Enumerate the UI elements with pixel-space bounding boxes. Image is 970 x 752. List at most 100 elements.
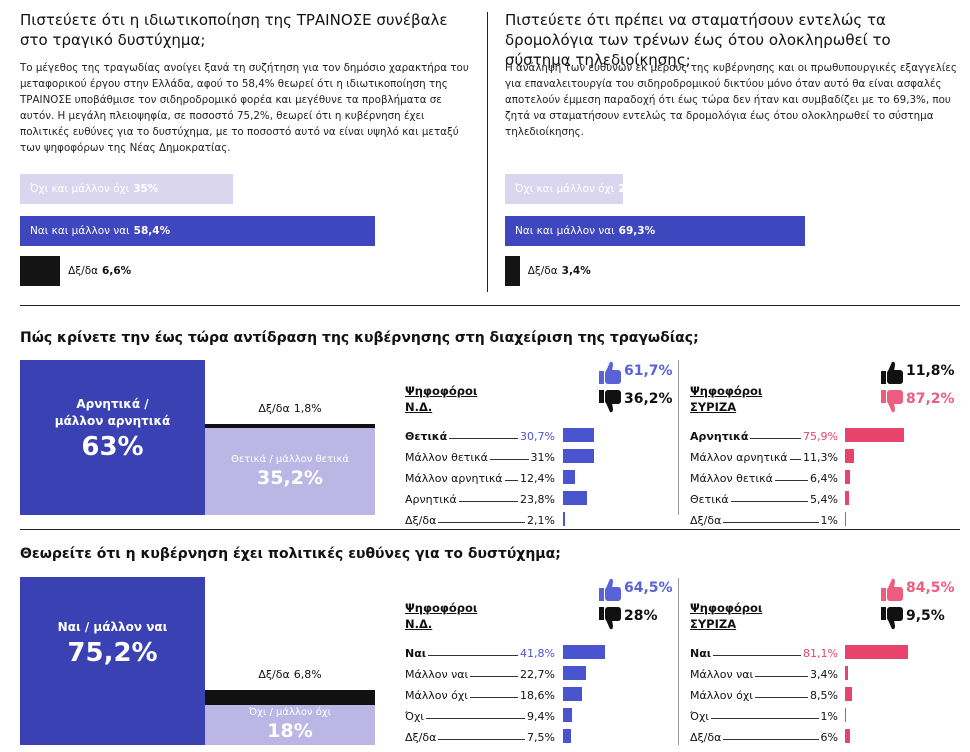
row: Δξ/δα 1% xyxy=(690,509,838,527)
bar-label: Ναι και μάλλον ναι 69,3% xyxy=(515,216,655,246)
row: Μάλλον όχι 18,6% xyxy=(405,684,555,702)
row: Θετικά 5,4% xyxy=(690,488,838,506)
category-label: Δξ/δα xyxy=(690,731,722,744)
value-label: 3,4% xyxy=(810,668,838,681)
category-label: Ναι xyxy=(690,647,712,660)
value-label: 6,4% xyxy=(810,472,838,485)
bar xyxy=(563,666,586,680)
leader xyxy=(754,697,809,698)
bar xyxy=(20,174,233,204)
row: Αρνητικά 75,9% xyxy=(690,425,838,443)
row: Ναι 41,8% xyxy=(405,642,555,660)
category-label: Μάλλον θετικά xyxy=(405,451,488,464)
value-label: 18% xyxy=(267,719,313,742)
value-label: 75,9% xyxy=(803,430,838,443)
divider xyxy=(20,305,960,306)
category-label: Ναι xyxy=(405,647,427,660)
value-label: 6,6% xyxy=(102,265,132,277)
thumb-value: 84,5% xyxy=(906,580,955,596)
category-label: Όχι και μάλλον όχι xyxy=(30,183,130,195)
bar-label: Δξ/δα 3,4% xyxy=(528,256,591,286)
block-label: Θετικά / μάλλον θετικά 35,2% xyxy=(205,453,375,490)
category-label: Θετικά xyxy=(690,493,729,506)
panel-title: Ψηφοφόροι Ν.Δ. xyxy=(405,384,478,414)
category-label: Δξ/δα xyxy=(258,401,290,415)
bar xyxy=(845,687,852,701)
value-label: 12,4% xyxy=(520,472,555,485)
bar xyxy=(845,708,846,722)
leader xyxy=(458,501,519,502)
bar-label: Ναι και μάλλον ναι 58,4% xyxy=(30,216,170,246)
leader xyxy=(730,501,809,502)
category-label: Μάλλον όχι xyxy=(690,689,753,702)
bar xyxy=(845,512,846,526)
category-label: Δξ/δα xyxy=(527,265,558,277)
value-label: 31% xyxy=(530,451,555,464)
panel-title: Ψηφοφόροι ΣΥΡΙΖΑ xyxy=(690,601,763,631)
thumb-value: 87,2% xyxy=(906,391,955,407)
value-label: 35% xyxy=(133,183,159,195)
bar xyxy=(20,256,61,286)
leader xyxy=(774,480,809,481)
bar xyxy=(563,428,594,442)
bar xyxy=(845,729,850,743)
divider xyxy=(678,578,679,745)
value-label: 5,4% xyxy=(810,493,838,506)
row: Δξ/δα 2,1% xyxy=(405,509,555,527)
divider xyxy=(487,12,488,292)
value-label: 7,5% xyxy=(527,731,555,744)
value-label: 8,5% xyxy=(810,689,838,702)
value-label: 1% xyxy=(820,514,838,527)
row: Μάλλον αρνητικά 12,4% xyxy=(405,467,555,485)
block xyxy=(205,423,375,429)
leader xyxy=(438,739,526,740)
bar xyxy=(563,491,587,505)
leader xyxy=(723,522,819,523)
leader xyxy=(504,480,519,481)
block-label: Όχι / μάλλον όχι 18% xyxy=(205,706,375,743)
category-label: Ναι και μάλλον ναι xyxy=(515,225,615,237)
row: Δξ/δα 6% xyxy=(690,726,838,744)
value-label: 41,8% xyxy=(520,647,555,660)
bar-label: Όχι και μάλλον όχι 35% xyxy=(30,174,158,204)
row: Θετικά 30,7% xyxy=(405,425,555,443)
row: Μάλλον ναι 3,4% xyxy=(690,663,838,681)
row: Όχι 9,4% xyxy=(405,705,555,723)
leader xyxy=(711,718,819,719)
divider xyxy=(678,360,679,515)
divider xyxy=(20,529,960,530)
category-label: Όχι xyxy=(690,710,710,723)
value-label: 27,3% xyxy=(618,183,655,195)
row: Δξ/δα 7,5% xyxy=(405,726,555,744)
value-label: 18,6% xyxy=(520,689,555,702)
value-label: 1,8% xyxy=(293,401,322,415)
category-label: Ναι / μάλλον ναι xyxy=(57,620,168,635)
category-label: Δξ/δα xyxy=(690,514,722,527)
block xyxy=(20,577,205,745)
panel-title: Ψηφοφόροι Ν.Δ. xyxy=(405,601,478,631)
category-label: Μάλλον ναι xyxy=(690,668,754,681)
thumb-up-icon xyxy=(881,361,903,384)
value-label: 11,3% xyxy=(803,451,838,464)
leader xyxy=(789,459,802,460)
thumb-value: 61,7% xyxy=(624,363,673,379)
thumb-down-icon xyxy=(881,607,903,630)
row: Μάλλον ναι 22,7% xyxy=(405,663,555,681)
bar-label: Δξ/δα 6,8% xyxy=(205,668,375,681)
question: Πιστεύετε ότι πρέπει να σταματήσουν εντε… xyxy=(505,11,891,69)
row: Όχι 1% xyxy=(690,705,838,723)
value-label: 9,4% xyxy=(527,710,555,723)
bar xyxy=(845,470,850,484)
category-label: Μάλλον όχι xyxy=(405,689,468,702)
category-label: Ναι και μάλλον ναι xyxy=(30,225,130,237)
value-label: 23,8% xyxy=(520,493,555,506)
category-label: Αρνητικά xyxy=(690,430,749,443)
question: Πιστεύετε ότι η ιδιωτικοποίηση της ΤΡΑΙΝ… xyxy=(20,11,448,49)
value-label: 1% xyxy=(820,710,838,723)
row: Ναι 81,1% xyxy=(690,642,838,660)
value-label: 63% xyxy=(81,431,144,462)
value-label: 3,4% xyxy=(561,265,591,277)
block xyxy=(205,428,375,515)
bar xyxy=(845,491,850,505)
